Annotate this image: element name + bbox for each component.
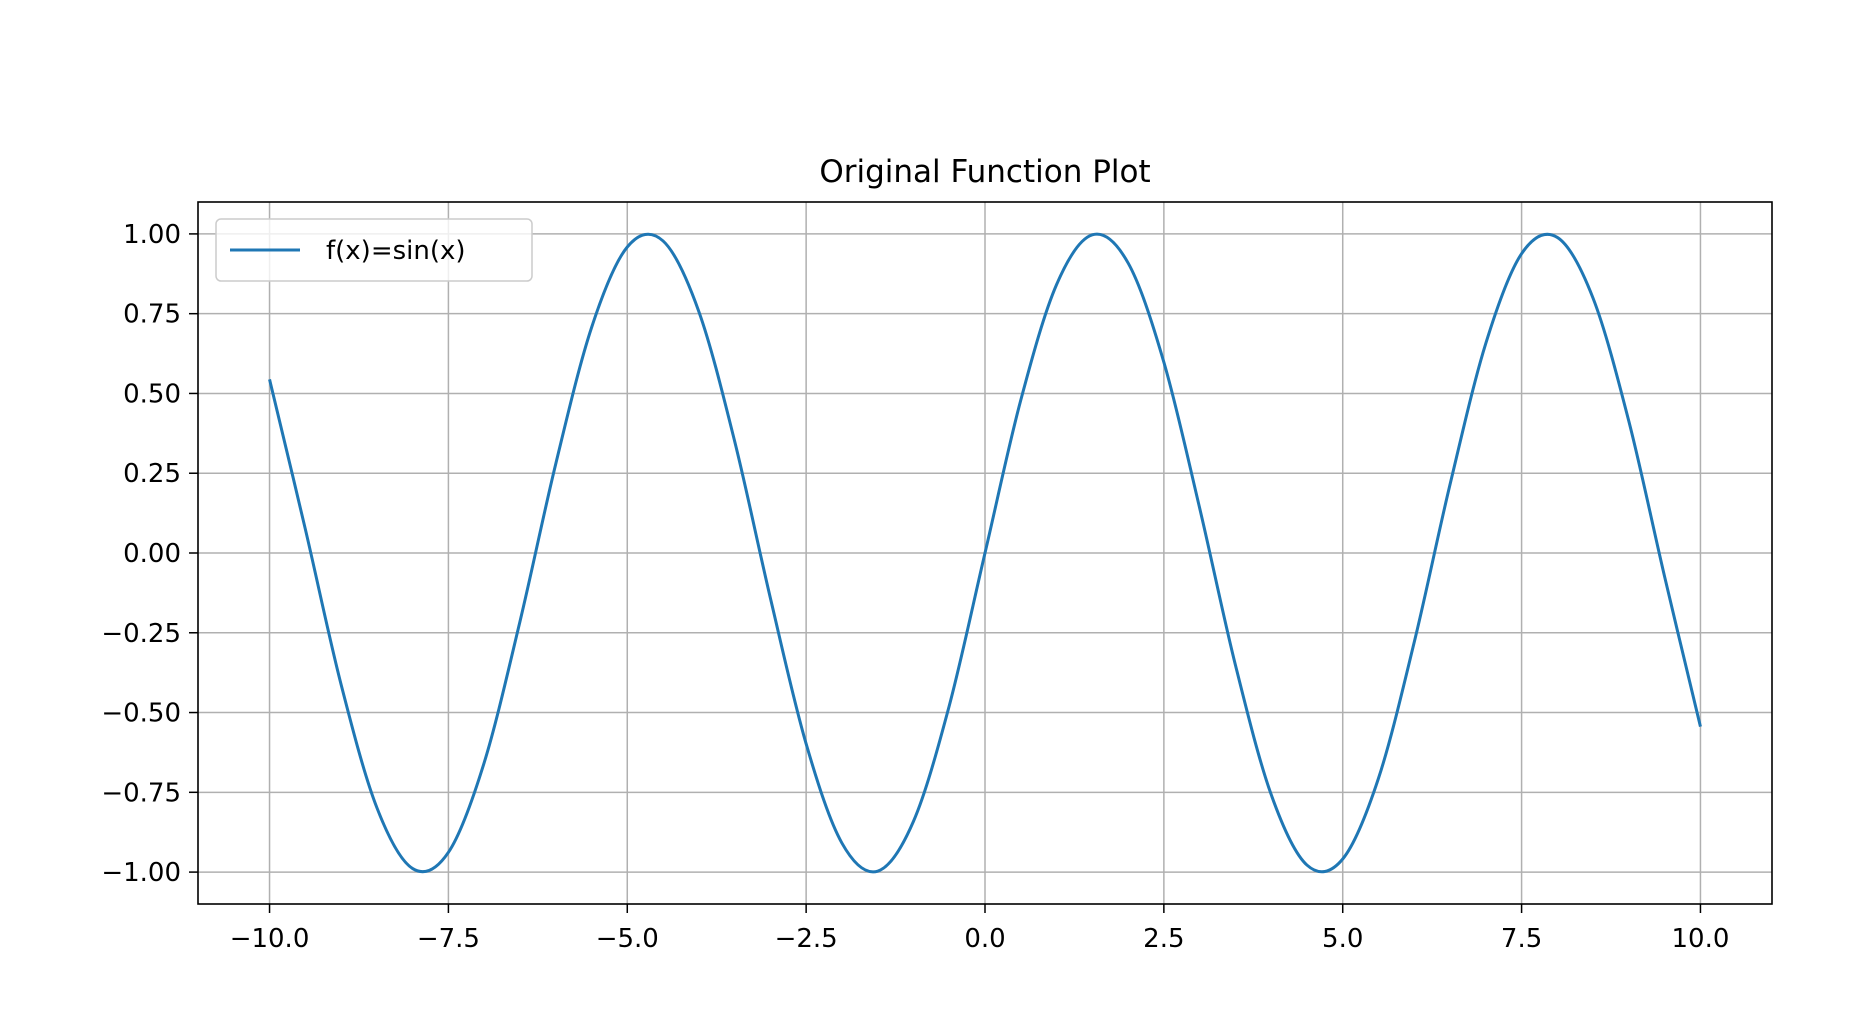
y-axis: 1.00 0.75 0.50 0.25 0.00 −0.25 −0.50 −0.75 −1.00 xyxy=(101,220,198,888)
y-tick-label: 0.75 xyxy=(123,300,181,330)
y-tick-label: −1.00 xyxy=(101,858,181,888)
x-axis: −10.0 −7.5 −5.0 −2.5 0.0 2.5 5.0 7.5 10.0 xyxy=(230,904,1730,954)
y-tick-label: 0.50 xyxy=(123,379,181,409)
y-tick-label: −0.50 xyxy=(101,699,181,729)
legend-box xyxy=(215,218,533,282)
x-tick-label: −7.5 xyxy=(417,924,480,954)
legend: f(x)=sin(x) xyxy=(215,218,533,282)
y-tick-label: −0.25 xyxy=(101,619,181,649)
x-tick-label: 0.0 xyxy=(964,924,1005,954)
y-tick-label: −0.75 xyxy=(101,778,181,808)
legend-label: f(x)=sin(x) xyxy=(326,236,466,266)
y-tick-label: 0.00 xyxy=(123,539,181,569)
x-tick-label: 5.0 xyxy=(1322,924,1363,954)
x-tick-label: −10.0 xyxy=(230,924,310,954)
x-tick-label: −2.5 xyxy=(775,924,838,954)
series-layer xyxy=(268,232,1702,874)
series-line-sin xyxy=(268,232,1702,874)
x-tick-label: 2.5 xyxy=(1143,924,1184,954)
x-tick-label: 10.0 xyxy=(1672,924,1730,954)
x-tick-label: −5.0 xyxy=(596,924,659,954)
y-tick-label: 0.25 xyxy=(123,459,181,489)
x-tick-label: 7.5 xyxy=(1501,924,1542,954)
y-tick-label: 1.00 xyxy=(123,220,181,250)
chart-title: Original Function Plot xyxy=(819,154,1150,190)
